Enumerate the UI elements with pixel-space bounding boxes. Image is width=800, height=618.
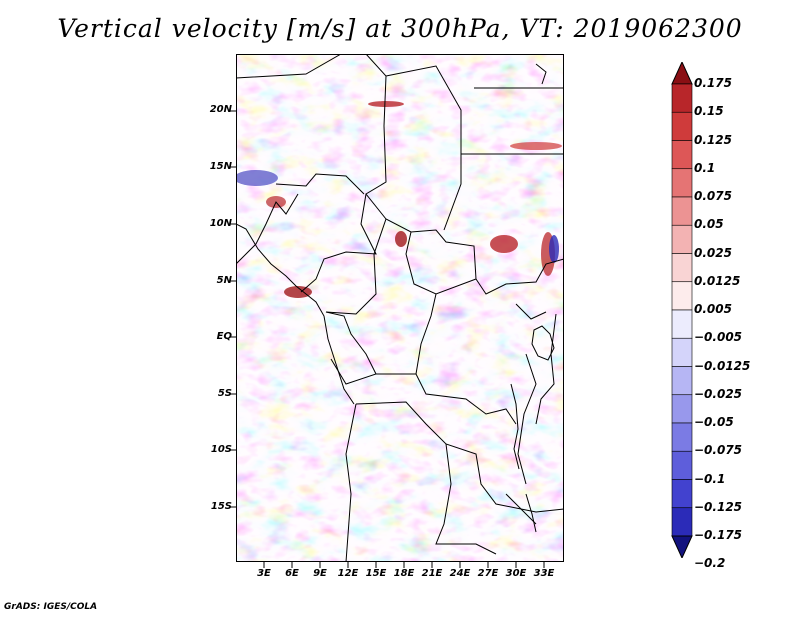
colorbar-label: −0.125	[694, 499, 743, 514]
colorbar-segment	[671, 450, 693, 480]
colorbar-label: 0.1	[694, 160, 716, 175]
lat-label-eq: EQ	[216, 331, 232, 342]
colorbar-segment	[671, 140, 693, 170]
colorbar-segment	[671, 366, 693, 396]
lon-label-21e: 21E	[421, 568, 443, 579]
colorbar-label: −0.005	[694, 330, 743, 345]
colorbar-label: −0.2	[694, 556, 726, 571]
colorbar-label: 0.0125	[694, 273, 741, 288]
colorbar-segment	[671, 337, 693, 367]
colorbar-label: −0.075	[694, 443, 743, 458]
colorbar	[671, 62, 693, 558]
colorbar-label: −0.025	[694, 386, 743, 401]
colorbar-segment	[671, 111, 693, 141]
colorbar-segment	[671, 507, 693, 537]
lon-label-27e: 27E	[477, 568, 499, 579]
axis-ticks	[230, 110, 545, 568]
lon-label-9e: 9E	[313, 568, 327, 579]
colorbar-segment	[671, 83, 693, 113]
lon-label-6e: 6E	[285, 568, 299, 579]
colorbar-segment	[671, 281, 693, 311]
colorbar-label: 0.125	[694, 132, 732, 147]
colorbar-label: 0.025	[694, 245, 732, 260]
colorbar-label: −0.1	[694, 471, 726, 486]
colorbar-segment	[671, 224, 693, 254]
chart-title: Vertical velocity [m/s] at 300hPa, VT: 2…	[57, 14, 743, 43]
colorbar-segment	[671, 253, 693, 283]
lakes	[510, 325, 555, 533]
lon-label-30e: 30E	[505, 568, 527, 579]
convective-cells	[236, 101, 562, 298]
lon-label-24e: 24E	[449, 568, 471, 579]
lat-label-15s: 15S	[210, 501, 232, 512]
colorbar-label: 0.05	[694, 217, 724, 232]
colorbar-label: 0.005	[694, 302, 732, 316]
colorbar-segment	[671, 479, 693, 509]
lon-label-3e: 3E	[257, 568, 271, 579]
coastlines	[236, 63, 547, 525]
colorbar-segment	[671, 422, 693, 452]
lat-label-10s: 10S	[210, 444, 232, 455]
colorbar-top-triangle	[671, 62, 693, 85]
colorbar-label: 0.15	[694, 104, 724, 119]
lat-label-5s: 5S	[217, 388, 232, 399]
colorbar-label: 0.175	[694, 76, 732, 90]
colorbar-label: 0.075	[694, 189, 732, 203]
country-borders	[236, 54, 564, 562]
velocity-field	[236, 54, 564, 562]
lon-label-15e: 15E	[365, 568, 387, 579]
colorbar-segment	[671, 394, 693, 424]
lat-label-20n: 20N	[209, 104, 232, 115]
colorbar-segment	[671, 309, 693, 339]
colorbar-label: −0.05	[694, 415, 734, 429]
lon-label-33e: 33E	[533, 568, 555, 579]
lat-label-5n: 5N	[216, 275, 232, 286]
colorbar-bottom-triangle	[671, 535, 693, 558]
map-panel	[236, 54, 564, 562]
lon-label-12e: 12E	[337, 568, 359, 579]
lat-label-15n: 15N	[209, 161, 232, 172]
colorbar-label: −0.175	[694, 528, 743, 542]
colorbar-label: −0.0125	[694, 358, 751, 373]
lat-label-10n: 10N	[209, 218, 232, 229]
footer-credit: GrADS: IGES/COLA	[4, 602, 98, 612]
colorbar-segment	[671, 168, 693, 198]
lon-label-18e: 18E	[393, 568, 415, 579]
colorbar-segment	[671, 196, 693, 226]
